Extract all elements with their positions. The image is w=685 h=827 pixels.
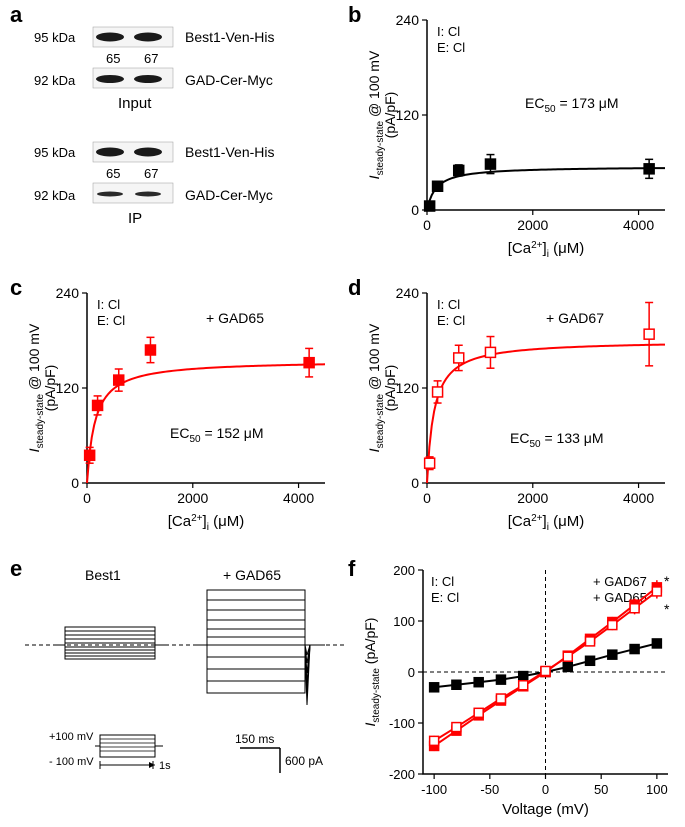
kda-92-input: 92 kDa bbox=[34, 73, 76, 88]
panel-d-chart: 0120240020004000Isteady-state @ 100 mV(p… bbox=[355, 283, 675, 538]
svg-text:0: 0 bbox=[411, 202, 419, 218]
svg-text:-100: -100 bbox=[421, 782, 447, 797]
svg-text:EC50 = 173 μM: EC50 = 173 μM bbox=[525, 95, 619, 115]
svg-text:200: 200 bbox=[393, 563, 415, 578]
svg-text:(pA/pF): (pA/pF) bbox=[382, 92, 398, 139]
lane-67-ip: 67 bbox=[144, 166, 158, 181]
best1-label-ip: Best1-Ven-His bbox=[185, 144, 274, 160]
svg-text:4000: 4000 bbox=[623, 490, 654, 506]
svg-text:I: Cl: I: Cl bbox=[437, 297, 460, 312]
svg-text:240: 240 bbox=[56, 285, 80, 301]
svg-text:2000: 2000 bbox=[177, 490, 208, 506]
svg-text:240: 240 bbox=[396, 12, 420, 28]
ip-label: IP bbox=[128, 210, 142, 227]
svg-text:50: 50 bbox=[594, 782, 608, 797]
svg-text:E: Cl: E: Cl bbox=[437, 40, 465, 55]
svg-text:(pA/pF): (pA/pF) bbox=[382, 365, 398, 412]
gad65-trace-label: + GAD65 bbox=[223, 567, 281, 583]
panel-e-label: e bbox=[10, 556, 22, 582]
svg-text:0: 0 bbox=[423, 490, 431, 506]
svg-text:240: 240 bbox=[396, 285, 420, 301]
best1-label-input: Best1-Ven-His bbox=[185, 29, 274, 45]
gad-label-ip: GAD-Cer-Myc bbox=[185, 187, 273, 203]
gad65-traces bbox=[197, 590, 325, 705]
svg-text:[Ca2+]i (μM): [Ca2+]i (μM) bbox=[168, 513, 244, 533]
best1-trace-label: Best1 bbox=[85, 567, 121, 583]
svg-text:[Ca2+]i (μM): [Ca2+]i (μM) bbox=[508, 513, 584, 533]
svg-text:0: 0 bbox=[542, 782, 549, 797]
svg-text:4000: 4000 bbox=[623, 217, 654, 233]
svg-text:E: Cl: E: Cl bbox=[431, 590, 459, 605]
protocol-top: +100 mV bbox=[49, 731, 94, 743]
lane-65-input: 65 bbox=[106, 51, 120, 66]
kda-95-ip: 95 kDa bbox=[34, 145, 76, 160]
svg-text:E: Cl: E: Cl bbox=[97, 313, 125, 328]
svg-text:120: 120 bbox=[396, 107, 420, 123]
svg-text:(pA/pF): (pA/pF) bbox=[42, 365, 58, 412]
svg-text:0: 0 bbox=[71, 475, 79, 491]
gad-label-input: GAD-Cer-Myc bbox=[185, 72, 273, 88]
svg-text:4000: 4000 bbox=[283, 490, 314, 506]
svg-text:+ GAD65: + GAD65 bbox=[206, 310, 264, 326]
svg-text:*: * bbox=[664, 573, 670, 589]
svg-text:I: Cl: I: Cl bbox=[431, 574, 454, 589]
lane-67-input: 67 bbox=[144, 51, 158, 66]
svg-text:Isteady-state (pA/pF): Isteady-state (pA/pF) bbox=[362, 618, 382, 727]
svg-text:120: 120 bbox=[396, 380, 420, 396]
svg-text:2000: 2000 bbox=[517, 490, 548, 506]
svg-text:E: Cl: E: Cl bbox=[437, 313, 465, 328]
svg-text:0: 0 bbox=[423, 217, 431, 233]
svg-text:-50: -50 bbox=[480, 782, 499, 797]
svg-text:0: 0 bbox=[411, 475, 419, 491]
svg-text:-200: -200 bbox=[389, 767, 415, 782]
svg-text:100: 100 bbox=[393, 614, 415, 629]
lane-65-ip: 65 bbox=[106, 166, 120, 181]
kda-95-input: 95 kDa bbox=[34, 30, 76, 45]
svg-text:EC50 = 152 μM: EC50 = 152 μM bbox=[170, 425, 264, 445]
protocol-bot: - 100 mV bbox=[49, 756, 94, 768]
kda-92-ip: 92 kDa bbox=[34, 188, 76, 203]
panel-c-chart: 0120240020004000Isteady-state @ 100 mV(p… bbox=[15, 283, 335, 538]
input-label: Input bbox=[118, 95, 152, 112]
svg-text:+ GAD67: + GAD67 bbox=[546, 310, 604, 326]
panel-f-chart: -200 -100 0 100 200 -100 -50 0 50 100 Isteady-stat… bbox=[355, 562, 680, 822]
svg-text:120: 120 bbox=[56, 380, 80, 396]
svg-text:*: * bbox=[664, 601, 670, 617]
svg-text:100: 100 bbox=[646, 782, 668, 797]
svg-text:0: 0 bbox=[408, 665, 415, 680]
svg-text:0: 0 bbox=[83, 490, 91, 506]
time-1s: 1s bbox=[159, 760, 171, 772]
svg-text:I: Cl: I: Cl bbox=[437, 24, 460, 39]
svg-text:I: Cl: I: Cl bbox=[97, 297, 120, 312]
panel-b-chart: 0120240020004000Isteady-state @ 100 mV(p… bbox=[355, 10, 675, 265]
scale-time: 150 ms bbox=[235, 732, 274, 746]
svg-text:[Ca2+]i (μM): [Ca2+]i (μM) bbox=[508, 240, 584, 260]
svg-text:+ GAD67: + GAD67 bbox=[593, 574, 647, 589]
panel-e-traces: Best1 + GAD65 bbox=[25, 565, 345, 815]
panel-a-blots: 95 kDa 92 kDa 65 67 Best1-Ven-His GAD-Ce… bbox=[20, 15, 330, 255]
svg-text:-100: -100 bbox=[389, 716, 415, 731]
svg-text:2000: 2000 bbox=[517, 217, 548, 233]
svg-text:EC50 = 133 μM: EC50 = 133 μM bbox=[510, 430, 604, 450]
scale-curr: 600 pA bbox=[285, 754, 323, 768]
svg-text:Voltage (mV): Voltage (mV) bbox=[502, 801, 589, 818]
